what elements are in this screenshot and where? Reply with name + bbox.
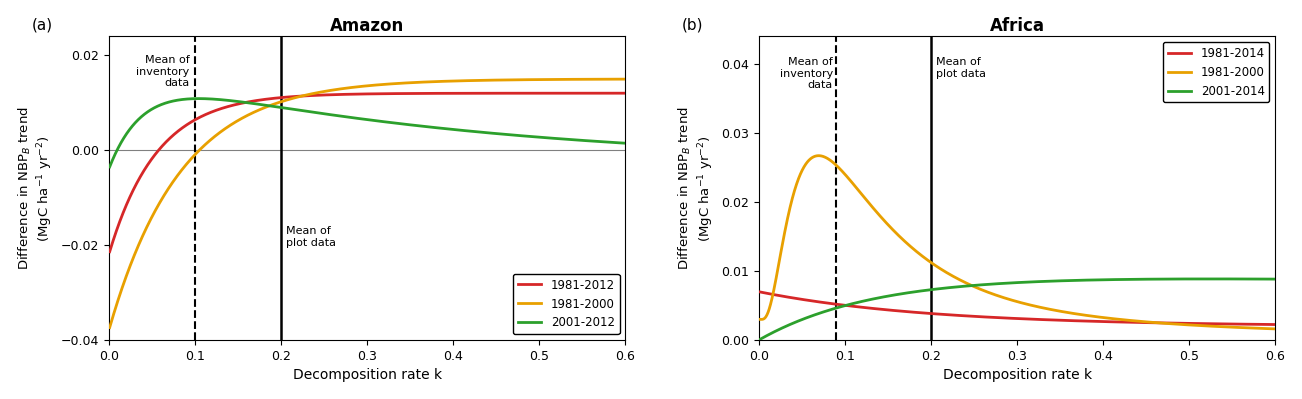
X-axis label: Decomposition rate k: Decomposition rate k bbox=[293, 368, 441, 382]
Text: Mean of
inventory
data: Mean of inventory data bbox=[137, 55, 190, 89]
Text: Mean of
plot data: Mean of plot data bbox=[286, 226, 336, 248]
X-axis label: Decomposition rate k: Decomposition rate k bbox=[943, 368, 1091, 382]
Y-axis label: Difference in NBP$_B$ trend
(MgC ha$^{-1}$ yr$^{-2}$): Difference in NBP$_B$ trend (MgC ha$^{-1… bbox=[17, 106, 55, 270]
Text: Mean of
plot data: Mean of plot data bbox=[936, 57, 986, 79]
Text: Mean of
inventory
data: Mean of inventory data bbox=[780, 57, 833, 90]
Title: Africa: Africa bbox=[990, 17, 1044, 35]
Y-axis label: Difference in NBP$_B$ trend
(MgC ha$^{-1}$ yr$^{-2}$): Difference in NBP$_B$ trend (MgC ha$^{-1… bbox=[677, 106, 716, 270]
Text: (a): (a) bbox=[31, 18, 52, 33]
Text: (b): (b) bbox=[681, 18, 703, 33]
Legend: 1981-2012, 1981-2000, 2001-2012: 1981-2012, 1981-2000, 2001-2012 bbox=[513, 274, 620, 334]
Title: Amazon: Amazon bbox=[329, 17, 404, 35]
Legend: 1981-2014, 1981-2000, 2001-2014: 1981-2014, 1981-2000, 2001-2014 bbox=[1163, 42, 1269, 103]
